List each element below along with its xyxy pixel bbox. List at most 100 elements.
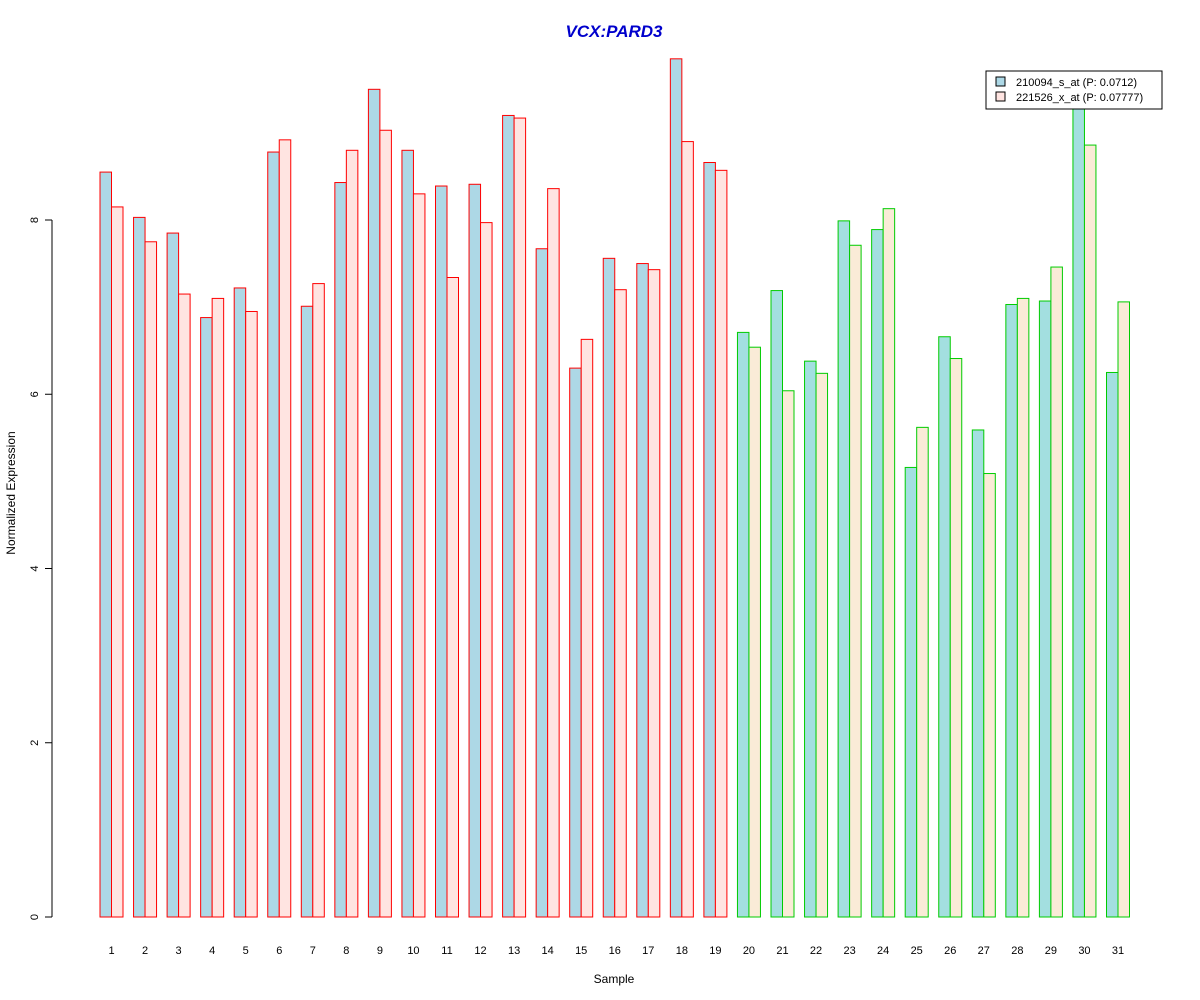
bar-series-2-sample-29 xyxy=(1050,266,1063,918)
bar-series-1-sample-30 xyxy=(1072,106,1085,918)
x-tick-label: 28 xyxy=(1011,945,1023,957)
y-tick-label: 2 xyxy=(29,740,41,746)
bar-series-2-sample-18 xyxy=(681,141,694,918)
x-tick-label: 7 xyxy=(310,945,316,957)
y-tick-label: 6 xyxy=(29,391,41,397)
bar-series-2-sample-9 xyxy=(379,129,392,918)
bar-series-1-sample-5 xyxy=(233,287,247,918)
x-tick-label: 30 xyxy=(1078,945,1090,957)
x-tick-label: 4 xyxy=(209,945,215,957)
legend-box xyxy=(985,70,1163,110)
y-tick-label: 8 xyxy=(29,217,41,223)
bar-series-1-sample-1 xyxy=(99,171,112,918)
bar-series-1-sample-10 xyxy=(401,149,414,918)
bar-series-2-sample-7 xyxy=(312,283,325,918)
bar-series-2-sample-19 xyxy=(714,169,728,918)
x-tick-label: 5 xyxy=(243,945,249,957)
x-tick-label: 15 xyxy=(575,945,587,957)
bar-series-2-sample-8 xyxy=(345,149,359,918)
bar-series-1-sample-20 xyxy=(736,331,750,918)
bar-series-1-sample-7 xyxy=(300,305,314,918)
bar-series-2-sample-16 xyxy=(614,289,627,918)
bar-series-1-sample-19 xyxy=(703,161,716,918)
bar-series-2-sample-6 xyxy=(278,139,292,918)
x-tick-label: 3 xyxy=(176,945,182,957)
bar-series-1-sample-31 xyxy=(1106,371,1119,918)
bar-series-1-sample-12 xyxy=(468,183,482,918)
bar-series-1-sample-24 xyxy=(871,229,884,918)
bar-series-2-sample-5 xyxy=(245,310,258,918)
bar-series-2-sample-1 xyxy=(111,206,124,918)
bar-series-1-sample-11 xyxy=(435,185,448,918)
bar-series-2-sample-17 xyxy=(647,269,661,918)
legend-label-series-1: 210094_s_at (P: 0.0712) xyxy=(1016,77,1137,89)
bar-series-1-sample-28 xyxy=(1005,304,1018,918)
bar-series-2-sample-30 xyxy=(1083,144,1097,918)
x-tick-label: 24 xyxy=(877,945,889,957)
x-tick-label: 22 xyxy=(810,945,822,957)
x-tick-label: 27 xyxy=(978,945,990,957)
bar-series-2-sample-12 xyxy=(480,222,493,918)
x-tick-label: 1 xyxy=(108,945,114,957)
bar-series-2-sample-22 xyxy=(815,372,829,918)
bar-series-2-sample-23 xyxy=(849,244,862,918)
x-tick-label: 9 xyxy=(377,945,383,957)
x-tick-label: 19 xyxy=(709,945,721,957)
x-tick-label: 6 xyxy=(276,945,282,957)
bar-series-1-sample-14 xyxy=(535,248,549,918)
legend-swatch-series-2 xyxy=(995,91,1006,102)
y-axis-label: Normalized Expression xyxy=(4,431,18,554)
x-tick-label: 2 xyxy=(142,945,148,957)
bar-series-1-sample-25 xyxy=(904,466,918,918)
x-tick-label: 10 xyxy=(407,945,419,957)
bar-series-1-sample-23 xyxy=(837,220,851,918)
bar-series-2-sample-13 xyxy=(513,117,527,918)
x-tick-label: 26 xyxy=(944,945,956,957)
x-tick-label: 14 xyxy=(542,945,554,957)
chart-title: VCX:PARD3 xyxy=(566,22,664,41)
bar-series-1-sample-18 xyxy=(669,58,683,918)
bar-series-2-sample-28 xyxy=(1016,297,1030,918)
bar-series-2-sample-14 xyxy=(547,188,560,918)
bar-series-2-sample-27 xyxy=(983,473,996,918)
y-tick-label: 4 xyxy=(29,565,41,571)
bars xyxy=(99,58,1130,918)
x-tick-label: 13 xyxy=(508,945,520,957)
bar-series-2-sample-4 xyxy=(211,297,225,918)
x-tick-label: 23 xyxy=(843,945,855,957)
y-axis: 0 2 4 6 8 xyxy=(29,217,53,920)
x-tick-label: 18 xyxy=(676,945,688,957)
bar-series-1-sample-3 xyxy=(166,232,180,918)
bar-series-1-sample-16 xyxy=(602,257,616,918)
legend: 210094_s_at (P: 0.0712) 221526_x_at (P: … xyxy=(985,70,1163,110)
bar-series-1-sample-22 xyxy=(804,360,817,918)
bar-series-2-sample-15 xyxy=(580,338,594,918)
bar-series-2-sample-3 xyxy=(178,293,191,918)
x-tick-label: 21 xyxy=(776,945,788,957)
bar-series-1-sample-8 xyxy=(334,182,347,918)
bar-series-2-sample-26 xyxy=(949,358,963,918)
x-tick-label: 12 xyxy=(474,945,486,957)
bar-series-1-sample-26 xyxy=(938,336,951,918)
x-tick-label: 20 xyxy=(743,945,755,957)
bar-series-1-sample-17 xyxy=(636,263,649,918)
x-tick-label: 25 xyxy=(911,945,923,957)
bar-series-2-sample-20 xyxy=(748,346,761,918)
bar-series-2-sample-2 xyxy=(144,241,158,918)
bar-series-1-sample-15 xyxy=(569,367,582,918)
bar-series-2-sample-31 xyxy=(1117,301,1130,918)
bar-series-1-sample-13 xyxy=(502,114,515,918)
x-tick-label: 17 xyxy=(642,945,654,957)
x-tick-label: 16 xyxy=(609,945,621,957)
bar-series-1-sample-6 xyxy=(267,151,280,918)
x-axis-ticks: 1 2 3 4 5 6 7 8 9 10 11 12 13 14 15 16 17 18 19 20 21 22 23 24 2… xyxy=(108,945,1124,957)
bar-series-2-sample-10 xyxy=(412,193,426,918)
bar-series-2-sample-25 xyxy=(916,426,929,918)
bar-series-2-sample-24 xyxy=(882,208,896,918)
bar-series-1-sample-2 xyxy=(133,216,146,918)
x-axis-label: Sample xyxy=(594,972,635,986)
bar-series-2-sample-11 xyxy=(446,277,459,918)
bar-series-1-sample-4 xyxy=(200,317,213,918)
x-tick-label: 11 xyxy=(441,945,452,957)
